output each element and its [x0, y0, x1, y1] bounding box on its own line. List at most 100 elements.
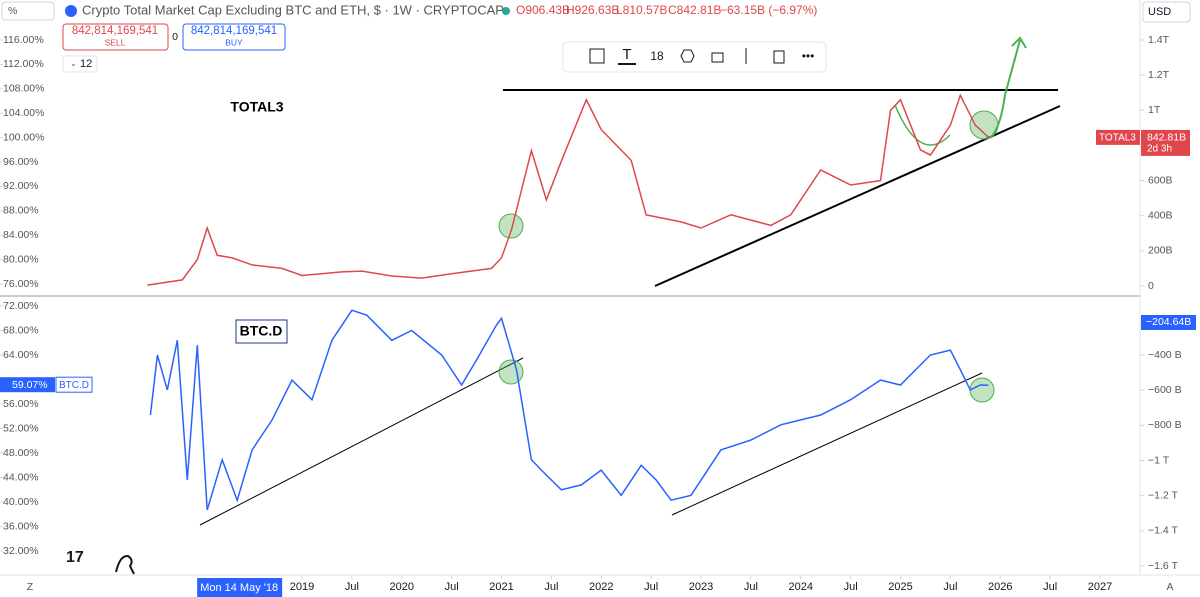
- tool-icon[interactable]: [680, 49, 695, 63]
- y-tick-label: −600 B: [1148, 384, 1182, 396]
- y-tick-label: 40.00%: [3, 496, 39, 508]
- value-label: 59.07%: [12, 379, 48, 391]
- forecast-arrow: [989, 39, 1021, 139]
- y-tick-label: 84.00%: [3, 229, 39, 241]
- scale-button[interactable]: [1, 1, 55, 21]
- y-tick-label: 80.00%: [3, 253, 39, 265]
- font-size[interactable]: 18: [650, 49, 664, 63]
- y-tick-label: 96.00%: [3, 156, 39, 168]
- sell-label: SELL: [105, 37, 126, 47]
- y-tick-label: 44.00%: [3, 471, 39, 483]
- tool-icon[interactable]: [711, 52, 724, 63]
- y-tick-label: 72.00%: [3, 300, 39, 312]
- ohlc: H926.63B: [566, 3, 619, 17]
- x-tick-label: 2020: [390, 581, 414, 593]
- trend-line: [199, 357, 524, 526]
- currency: USD: [1148, 6, 1171, 18]
- arrow-head: [1011, 36, 1027, 49]
- highlight-circle: [498, 359, 524, 385]
- symbol-title: Crypto Total Market Cap Excluding BTC an…: [82, 2, 504, 17]
- price-label: 842.81B: [1147, 132, 1186, 144]
- tool-icon[interactable]: [589, 48, 605, 64]
- ohlc: O906.43B: [516, 3, 570, 17]
- tool-icon[interactable]: T: [622, 46, 631, 63]
- y-tick-label: −1.2 T: [1148, 489, 1178, 501]
- auto-button: A: [1166, 581, 1173, 593]
- y-tick-label: 1.4T: [1148, 34, 1170, 46]
- series-line: [149, 309, 989, 511]
- y-tick-label: 104.00%: [3, 107, 44, 119]
- y-tick-label: 64.00%: [3, 349, 39, 361]
- countdown: 2d 3h: [1147, 144, 1172, 155]
- zoom-button: Z: [27, 581, 34, 593]
- scale-label: −204.64B: [1146, 316, 1191, 328]
- x-tick-label: 2019: [290, 581, 314, 593]
- quantity-box[interactable]: [62, 55, 98, 73]
- ohlc: L810.57B: [616, 3, 667, 17]
- pane-title: TOTAL3: [230, 99, 283, 115]
- buy-price: 842,814,169,541: [191, 25, 277, 37]
- x-tick-label: 2023: [689, 581, 713, 593]
- buy-button[interactable]: [182, 23, 286, 51]
- y-tick-label: 0: [1148, 280, 1154, 292]
- x-tick-label: 2021: [489, 581, 513, 593]
- pane-title: BTC.D: [240, 323, 283, 339]
- y-tick-label: −1.6 T: [1148, 560, 1178, 572]
- buy-label: BUY: [225, 37, 243, 47]
- ohlc: C842.81B: [668, 3, 721, 17]
- x-tick-label: Jul: [644, 581, 658, 593]
- chevron: ⌄: [70, 59, 77, 68]
- y-tick-label: −800 B: [1148, 419, 1182, 431]
- series-tag: [55, 376, 93, 393]
- value-tag: [0, 377, 55, 393]
- cup-curve: [894, 104, 951, 146]
- sell-button[interactable]: [62, 23, 169, 51]
- x-tick-label: 2025: [888, 581, 912, 593]
- highlight-circle: [969, 377, 995, 403]
- price-tag: [1141, 129, 1190, 156]
- x-tick-label: Jul: [744, 581, 758, 593]
- x-tick-label: 2026: [988, 581, 1012, 593]
- x-tick-label: 2022: [589, 581, 613, 593]
- y-tick-label: 48.00%: [3, 447, 39, 459]
- sell-price: 842,814,169,541: [72, 25, 158, 37]
- support-line: [654, 105, 1061, 287]
- x-tick-label: Jul: [1043, 581, 1057, 593]
- y-tick-label: 36.00%: [3, 520, 39, 532]
- y-tick-label: −400 B: [1148, 349, 1182, 361]
- status-dot: [502, 7, 510, 15]
- symbol-icon: [65, 5, 77, 17]
- y-tick-label: 68.00%: [3, 324, 39, 336]
- series-name: BTC.D: [59, 380, 89, 391]
- x-tick-label: Jul: [544, 581, 558, 593]
- drawing-toolbar: [562, 41, 827, 73]
- y-tick-label: 600B: [1148, 174, 1173, 186]
- x-tick-label: Jul: [844, 581, 858, 593]
- y-tick-label: −1.4 T: [1148, 525, 1178, 537]
- more-icon[interactable]: •••: [802, 49, 815, 63]
- currency-button[interactable]: [1142, 1, 1191, 23]
- series-tag: [1096, 129, 1140, 145]
- y-tick-label: 92.00%: [3, 180, 39, 192]
- pane-title-box: [235, 319, 288, 344]
- y-tick-label: 76.00%: [3, 278, 39, 290]
- cursor-label-box: [197, 578, 283, 597]
- logo: 17: [66, 549, 84, 566]
- ohlc: −63.15B (−6.97%): [720, 3, 817, 17]
- y-tick-label: 88.00%: [3, 205, 39, 217]
- cursor-label: Mon 14 May '18: [200, 582, 278, 594]
- scale-tag: [1141, 315, 1196, 330]
- y-tick-label: 100.00%: [3, 131, 44, 143]
- y-tick-label: 200B: [1148, 245, 1173, 257]
- series-name: TOTAL3: [1099, 133, 1136, 144]
- logo-icon: [115, 554, 135, 575]
- y-tick-label: 1T: [1148, 104, 1161, 116]
- y-tick-label: 52.00%: [3, 422, 39, 434]
- y-tick-label: 56.00%: [3, 398, 39, 410]
- highlight-circle: [498, 213, 524, 239]
- quantity: 12: [80, 58, 92, 70]
- x-tick-label: 2027: [1088, 581, 1112, 593]
- tool-icon[interactable]: [773, 50, 785, 64]
- y-tick-label: 116.00%: [3, 34, 44, 46]
